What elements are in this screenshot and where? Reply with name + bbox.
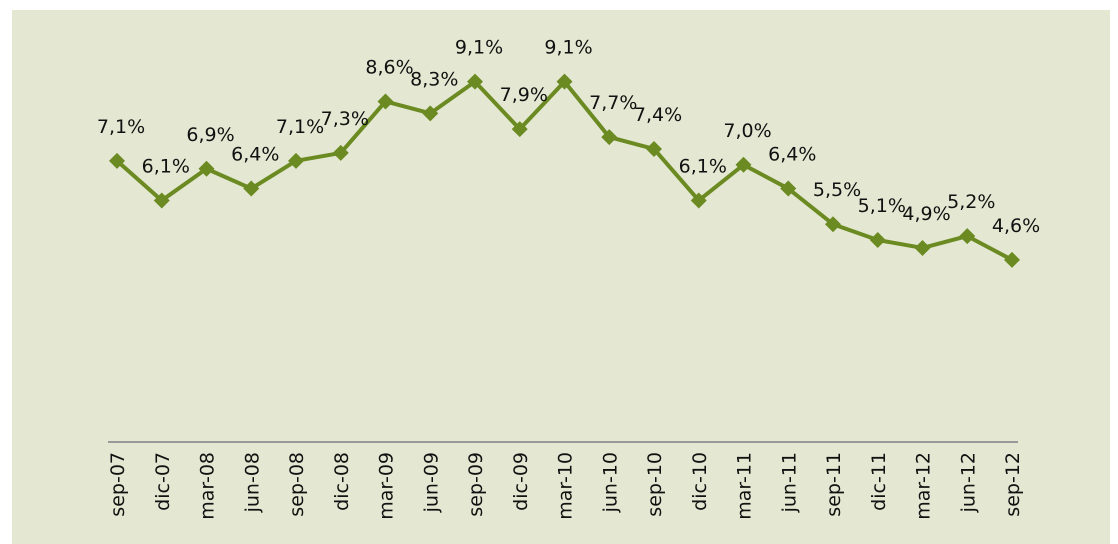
marker [243,180,260,197]
marker [377,93,394,110]
x-tick-label: sep-11 [823,452,845,517]
x-tick-label: mar-12 [913,452,935,520]
marker [914,239,931,256]
data-label: 5,5% [813,179,861,201]
x-tick-label: jun-10 [599,452,621,513]
marker [422,105,439,122]
x-tick-label: mar-09 [376,452,398,520]
x-tick-label: mar-08 [197,452,219,520]
data-label: 5,1% [858,195,906,217]
marker [825,216,841,233]
marker [332,144,349,161]
x-tick-label: dic-09 [510,452,532,511]
marker [109,152,125,169]
data-label: 8,3% [410,68,458,90]
x-tick-label: dic-08 [331,452,353,511]
x-tick-label: mar-11 [734,452,756,520]
marker [288,152,304,169]
marker [511,121,528,138]
marker [959,228,976,245]
data-label: 9,1% [455,37,503,59]
data-label: 4,6% [992,215,1040,237]
data-label: 9,1% [544,37,592,59]
x-tick-label: sep-08 [286,452,308,517]
plot-background [12,10,1110,544]
data-label: 7,9% [500,84,548,106]
x-tick-label: sep-10 [644,452,666,517]
x-tick-label: sep-09 [465,452,487,517]
marker [556,73,573,90]
marker [467,73,483,90]
marker [646,140,662,157]
data-label: 5,2% [947,191,995,213]
data-label: 7,1% [97,116,145,138]
marker [198,160,215,177]
marker [869,232,886,249]
x-tick-label: jun-08 [241,452,263,513]
marker [690,192,707,209]
marker [1004,251,1020,268]
data-label: 7,7% [589,92,637,114]
x-tick-label: dic-10 [689,452,711,511]
x-tick-label: dic-11 [868,452,890,511]
marker [601,129,618,146]
data-label: 6,4% [231,144,279,166]
x-tick-label: sep-07 [107,452,129,517]
x-tick-label: jun-09 [420,452,442,513]
x-tick-label: jun-12 [957,452,979,513]
data-label: 7,0% [723,120,771,142]
data-label: 4,9% [902,203,950,225]
data-label: 7,3% [321,108,369,130]
x-tick-label: mar-10 [555,452,577,520]
marker [153,192,170,209]
x-tick-label: sep-12 [1002,452,1024,517]
marker [735,156,752,173]
data-label: 6,9% [186,124,234,146]
data-label: 6,1% [679,155,727,177]
x-tick-label: dic-07 [152,452,174,511]
data-label: 7,4% [634,104,682,126]
data-label: 6,4% [768,144,816,166]
x-tick-label: jun-11 [778,452,800,513]
data-label: 7,1% [276,116,324,138]
marker [780,180,797,197]
data-label: 8,6% [365,56,413,78]
data-label: 6,1% [142,155,190,177]
